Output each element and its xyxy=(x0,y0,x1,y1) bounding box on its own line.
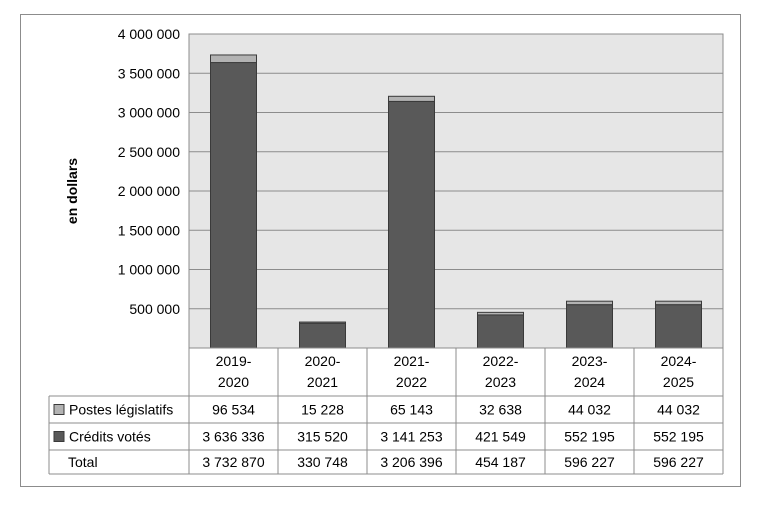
row-total-value: 3 732 870 xyxy=(202,454,264,470)
x-tick-label: 2021 xyxy=(307,374,338,390)
row-total-value: 596 227 xyxy=(653,454,704,470)
x-tick-label: 2025 xyxy=(663,374,694,390)
x-tick-label: 2022 xyxy=(396,374,427,390)
row-postes-legislatifs-value: 96 534 xyxy=(212,402,255,418)
bar-credits-votes xyxy=(655,304,702,349)
bar-postes-legislatifs xyxy=(477,311,524,316)
bar-postes-legislatifs xyxy=(299,321,346,324)
row-credits-votes-label: Crédits votés xyxy=(69,429,151,445)
y-tick-label: 3 500 000 xyxy=(118,65,180,81)
bar-credits-votes xyxy=(299,322,346,349)
chart-frame: 500 000 1 000 000 1 500 000 2 000 000 2 500 … xyxy=(20,14,741,487)
bar-postes-legislatifs xyxy=(566,300,613,306)
x-tick-label: 2023- xyxy=(572,353,608,369)
row-credits-votes-value: 552 195 xyxy=(653,429,704,445)
x-tick-label: 2020 xyxy=(218,374,249,390)
row-credits-votes-value: 3 636 336 xyxy=(202,429,264,445)
x-tick-label: 2021- xyxy=(394,353,430,369)
legend-key xyxy=(53,431,65,442)
y-axis-label: en dollars xyxy=(64,158,80,224)
bar-postes-legislatifs xyxy=(210,54,257,64)
row-postes-legislatifs-value: 15 228 xyxy=(301,402,344,418)
y-tick-label: 3 000 000 xyxy=(118,105,180,121)
x-tick-label: 2024 xyxy=(574,374,605,390)
row-credits-votes-value: 315 520 xyxy=(297,429,348,445)
row-total-label: Total xyxy=(68,454,98,470)
row-total-value: 596 227 xyxy=(564,454,615,470)
row-total-value: 454 187 xyxy=(475,454,526,470)
row-postes-legislatifs-value: 32 638 xyxy=(479,402,522,418)
x-tick-label: 2024- xyxy=(661,353,697,369)
bar-postes-legislatifs xyxy=(655,300,702,306)
row-total-value: 330 748 xyxy=(297,454,348,470)
row-postes-legislatifs-value: 65 143 xyxy=(390,402,433,418)
bar-credits-votes xyxy=(477,314,524,349)
budget-bar-chart: 500 000 1 000 000 1 500 000 2 000 000 2 500 … xyxy=(48,26,724,475)
x-tick-label: 2022- xyxy=(483,353,519,369)
y-tick-label: 2 500 000 xyxy=(118,144,180,160)
y-tick-label: 4 000 000 xyxy=(118,26,180,42)
legend-key xyxy=(53,404,65,415)
bar-credits-votes xyxy=(210,62,257,349)
row-total-value: 3 206 396 xyxy=(380,454,442,470)
bar-credits-votes xyxy=(388,100,435,349)
x-tick-label: 2023 xyxy=(485,374,516,390)
bar-credits-votes xyxy=(566,304,613,349)
x-tick-label: 2019- xyxy=(216,353,252,369)
y-tick-label: 1 500 000 xyxy=(118,222,180,238)
row-postes-legislatifs-value: 44 032 xyxy=(568,402,611,418)
y-tick-label: 2 000 000 xyxy=(118,183,180,199)
y-tick-label: 500 000 xyxy=(129,301,180,317)
y-tick-label: 1 000 000 xyxy=(118,262,180,278)
row-credits-votes-value: 421 549 xyxy=(475,429,526,445)
row-credits-votes-value: 552 195 xyxy=(564,429,615,445)
row-credits-votes-value: 3 141 253 xyxy=(380,429,442,445)
row-postes-legislatifs-label: Postes législatifs xyxy=(69,402,173,418)
x-tick-label: 2020- xyxy=(305,353,341,369)
row-postes-legislatifs-value: 44 032 xyxy=(657,402,700,418)
bar-postes-legislatifs xyxy=(388,95,435,102)
